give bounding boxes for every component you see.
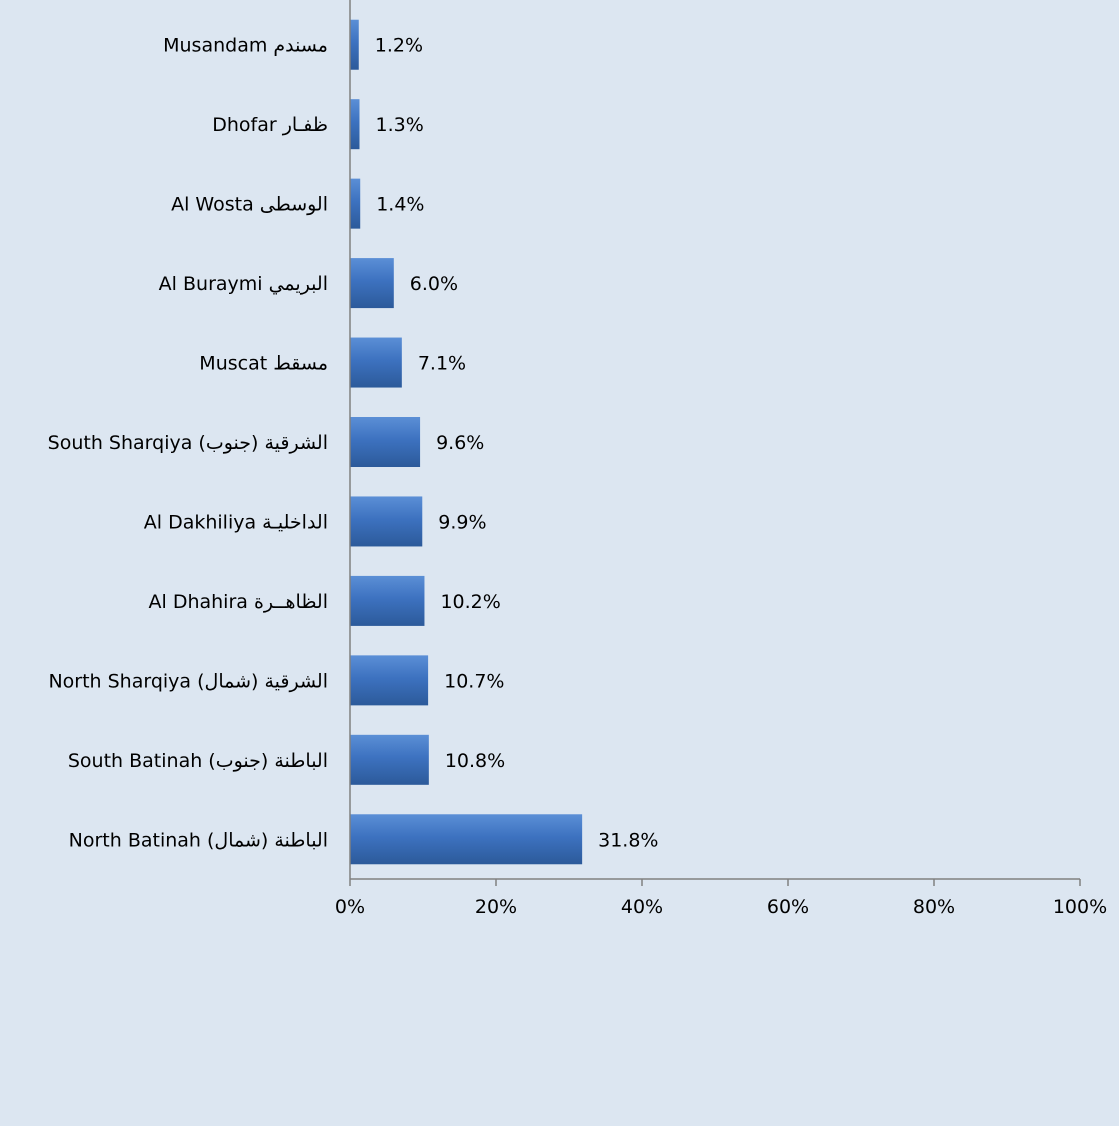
bar xyxy=(350,417,421,467)
data-label: 7.1% xyxy=(418,353,466,375)
data-label: 1.2% xyxy=(375,35,423,57)
category-label: Musandam مسندم xyxy=(163,35,328,57)
bar xyxy=(350,734,429,785)
data-label: 6.0% xyxy=(410,273,458,295)
category-label: North Sharqiya (شمال) الشرقية xyxy=(48,670,328,692)
bar xyxy=(350,99,360,150)
bar xyxy=(350,814,583,865)
data-label: 9.9% xyxy=(438,511,486,533)
data-label: 1.4% xyxy=(376,194,424,216)
x-tick-label: 60% xyxy=(767,896,809,918)
category-label: South Sharqiya (جنوب) الشرقية xyxy=(48,432,328,454)
x-tick-label: 0% xyxy=(335,896,365,918)
bar xyxy=(350,337,402,388)
data-label: 10.7% xyxy=(444,670,504,692)
bar xyxy=(350,496,423,547)
category-label: North Batinah (شمال) الباطنة xyxy=(69,829,328,851)
x-tick-label: 100% xyxy=(1053,896,1107,918)
x-tick-label: 20% xyxy=(475,896,517,918)
bar xyxy=(350,178,361,229)
bars-group xyxy=(350,19,583,865)
category-label: Dhofar ظفـار xyxy=(212,114,328,136)
category-label: Al Wosta الوسطى xyxy=(171,194,328,216)
x-tick-label: 40% xyxy=(621,896,663,918)
bar xyxy=(350,19,359,70)
bar xyxy=(350,655,429,706)
category-label: South Batinah (جنوب) الباطنة xyxy=(68,750,328,772)
category-label: Al Dakhiliya الداخليـة xyxy=(144,511,328,533)
data-label: 10.8% xyxy=(445,750,505,772)
bar xyxy=(350,575,425,626)
data-label: 10.2% xyxy=(440,591,500,613)
category-label: Al Buraymi البريمي xyxy=(159,273,328,295)
data-label: 1.3% xyxy=(375,114,423,136)
labels-group: Musandam مسندم 1.2% Dhofar ظفـار 1.3% Al Wos… xyxy=(48,35,1107,918)
data-label: 31.8% xyxy=(598,829,658,851)
x-tick-label: 80% xyxy=(913,896,955,918)
category-label: Al Dhahira الظاهــرة xyxy=(149,591,329,613)
category-label: Muscat مسقط xyxy=(199,353,328,375)
data-label: 9.6% xyxy=(436,432,484,454)
bar xyxy=(350,258,394,309)
axes-group xyxy=(349,0,1081,886)
